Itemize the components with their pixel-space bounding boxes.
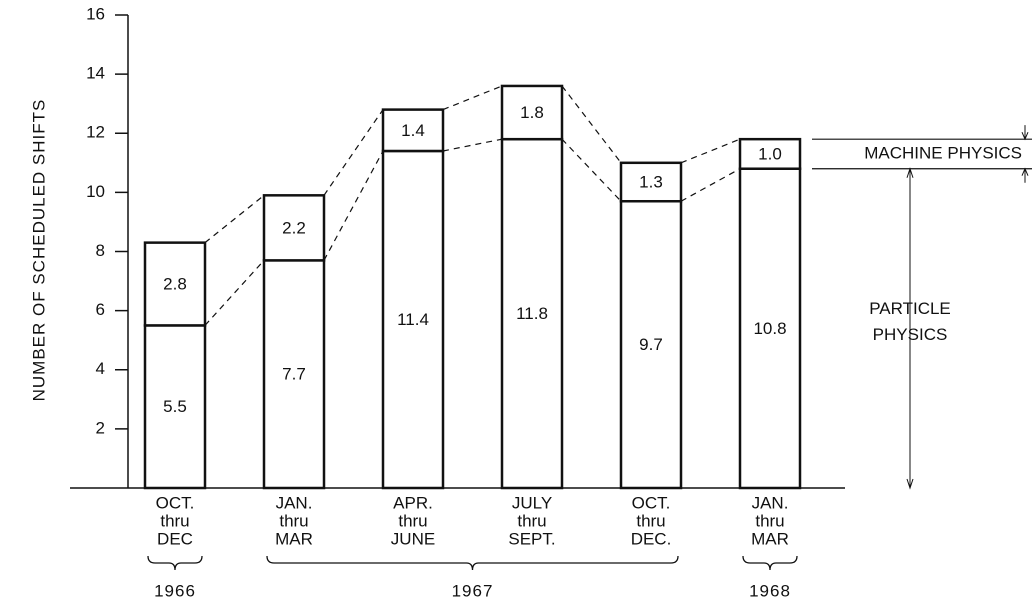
year-brace [266, 555, 679, 571]
y-tick-label: 14 [86, 64, 105, 83]
connector [561, 138, 622, 202]
connector [204, 194, 265, 244]
value-label: 1.8 [520, 103, 544, 122]
x-tick-label: thru [279, 511, 308, 530]
legend-label: MACHINE PHYSICS [864, 143, 1022, 162]
y-tick-label: 4 [96, 359, 105, 378]
year-brace [742, 555, 798, 571]
x-tick-label: SEPT. [508, 529, 555, 548]
value-label: 9.7 [639, 335, 663, 354]
arrow-head [1021, 167, 1029, 176]
y-tick-label: 8 [96, 241, 105, 260]
x-tick-label: thru [160, 511, 189, 530]
y-tick-label: 10 [86, 182, 105, 201]
x-tick-label: thru [636, 511, 665, 530]
year-brace [147, 555, 203, 571]
x-tick-label: thru [517, 511, 546, 530]
bar-segment [619, 199, 683, 490]
x-tick-label: DEC. [631, 529, 672, 548]
x-tick-label: OCT. [632, 493, 671, 512]
connector [680, 138, 741, 164]
connector [442, 138, 503, 152]
bar-segment [143, 241, 207, 327]
x-tick-label: APR. [393, 493, 433, 512]
connector [204, 259, 265, 326]
x-tick-label: JAN. [752, 493, 789, 512]
bar-segment [500, 137, 564, 490]
bar-segment [500, 84, 564, 141]
x-tick-label: MAR [275, 529, 313, 548]
y-tick-label: 6 [96, 300, 105, 319]
year-label: 1966 [154, 581, 196, 600]
arrow-head [906, 478, 914, 490]
x-tick-label: JULY [512, 493, 552, 512]
value-label: 11.4 [397, 310, 429, 329]
value-label: 2.8 [163, 275, 187, 294]
connector [680, 168, 741, 202]
legend-label: PARTICLE PHYSICS [869, 299, 951, 344]
x-tick-label: JUNE [391, 529, 435, 548]
y-tick-label: 12 [86, 123, 105, 142]
bar-segment [262, 194, 326, 262]
value-label: 7.7 [282, 365, 306, 384]
year-label: 1967 [452, 581, 494, 600]
bar-segment [738, 137, 802, 170]
x-tick-label: DEC [157, 529, 193, 548]
bar-segment [619, 161, 683, 203]
value-label: 1.3 [639, 173, 663, 192]
bar-segment [381, 149, 445, 490]
y-tick-label: 2 [96, 418, 105, 437]
value-label: 1.4 [401, 121, 425, 140]
x-tick-label: MAR [751, 529, 789, 548]
connector [442, 85, 503, 111]
bar-segment [738, 167, 802, 490]
connector [323, 150, 384, 261]
x-tick-label: thru [755, 511, 784, 530]
arrow-head [1021, 131, 1029, 141]
x-tick-label: thru [398, 511, 427, 530]
value-label: 5.5 [163, 397, 187, 416]
y-axis-label: NUMBER OF SCHEDULED SHIFTS [29, 99, 48, 402]
year-label: 1968 [749, 581, 791, 600]
x-tick-label: JAN. [276, 493, 313, 512]
value-label: 2.2 [282, 218, 306, 237]
value-label: 1.0 [758, 144, 782, 163]
x-tick-label: OCT. [156, 493, 195, 512]
value-label: 11.8 [516, 304, 548, 323]
y-tick-label: 16 [86, 4, 105, 23]
connector [561, 85, 622, 164]
connector [323, 109, 384, 196]
arrow-head [906, 167, 914, 178]
value-label: 10.8 [753, 319, 786, 338]
bar-segment [381, 108, 445, 153]
